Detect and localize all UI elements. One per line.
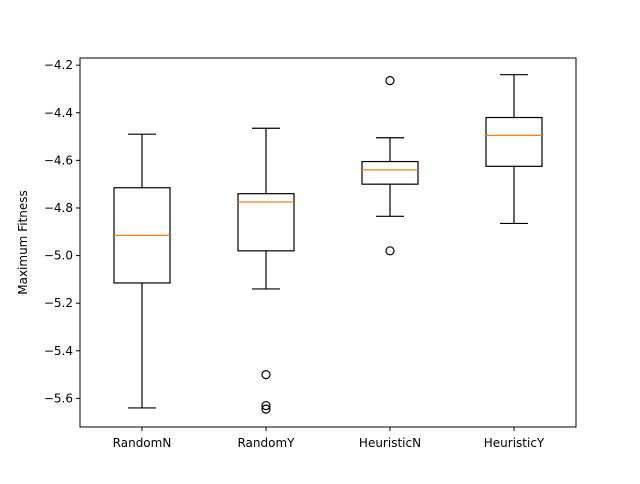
x-tick-label: HeuristicN	[359, 436, 421, 450]
y-tick-label: −5.6	[44, 391, 73, 405]
outlier-point	[385, 246, 395, 256]
y-tick-label: −4.8	[44, 201, 73, 215]
box-heuristicy	[485, 74, 543, 225]
iqr-box	[237, 193, 295, 252]
iqr-box	[361, 160, 419, 185]
box-randomn	[113, 133, 171, 409]
y-axis-label: Maximum Fitness	[16, 190, 30, 295]
box-randomy	[237, 127, 295, 414]
outlier-point	[261, 404, 271, 414]
y-tick-label: −5.0	[44, 249, 73, 263]
y-tick-label: −5.4	[44, 344, 73, 358]
y-tick-label: −4.6	[44, 153, 73, 167]
outlier-point	[261, 370, 271, 380]
y-tick-label: −4.2	[44, 58, 73, 72]
plot-marks	[113, 74, 543, 414]
iqr-box	[485, 116, 543, 167]
x-axis: RandomN RandomY HeuristicN HeuristicY	[113, 427, 545, 450]
x-tick-label: HeuristicY	[484, 436, 545, 450]
y-tick-label: −5.2	[44, 296, 73, 310]
outlier-point	[261, 400, 271, 411]
x-tick-label: RandomN	[113, 436, 172, 450]
x-tick-label: RandomY	[237, 436, 295, 450]
plot-frame	[79, 57, 577, 428]
box-heuristicn	[361, 76, 419, 256]
y-axis: −5.6 −5.4 −5.2 −5.0 −4.8 −4.6 −4.4 −4.2	[44, 58, 80, 405]
y-tick-label: −4.4	[44, 106, 73, 120]
outlier-point	[385, 76, 395, 86]
